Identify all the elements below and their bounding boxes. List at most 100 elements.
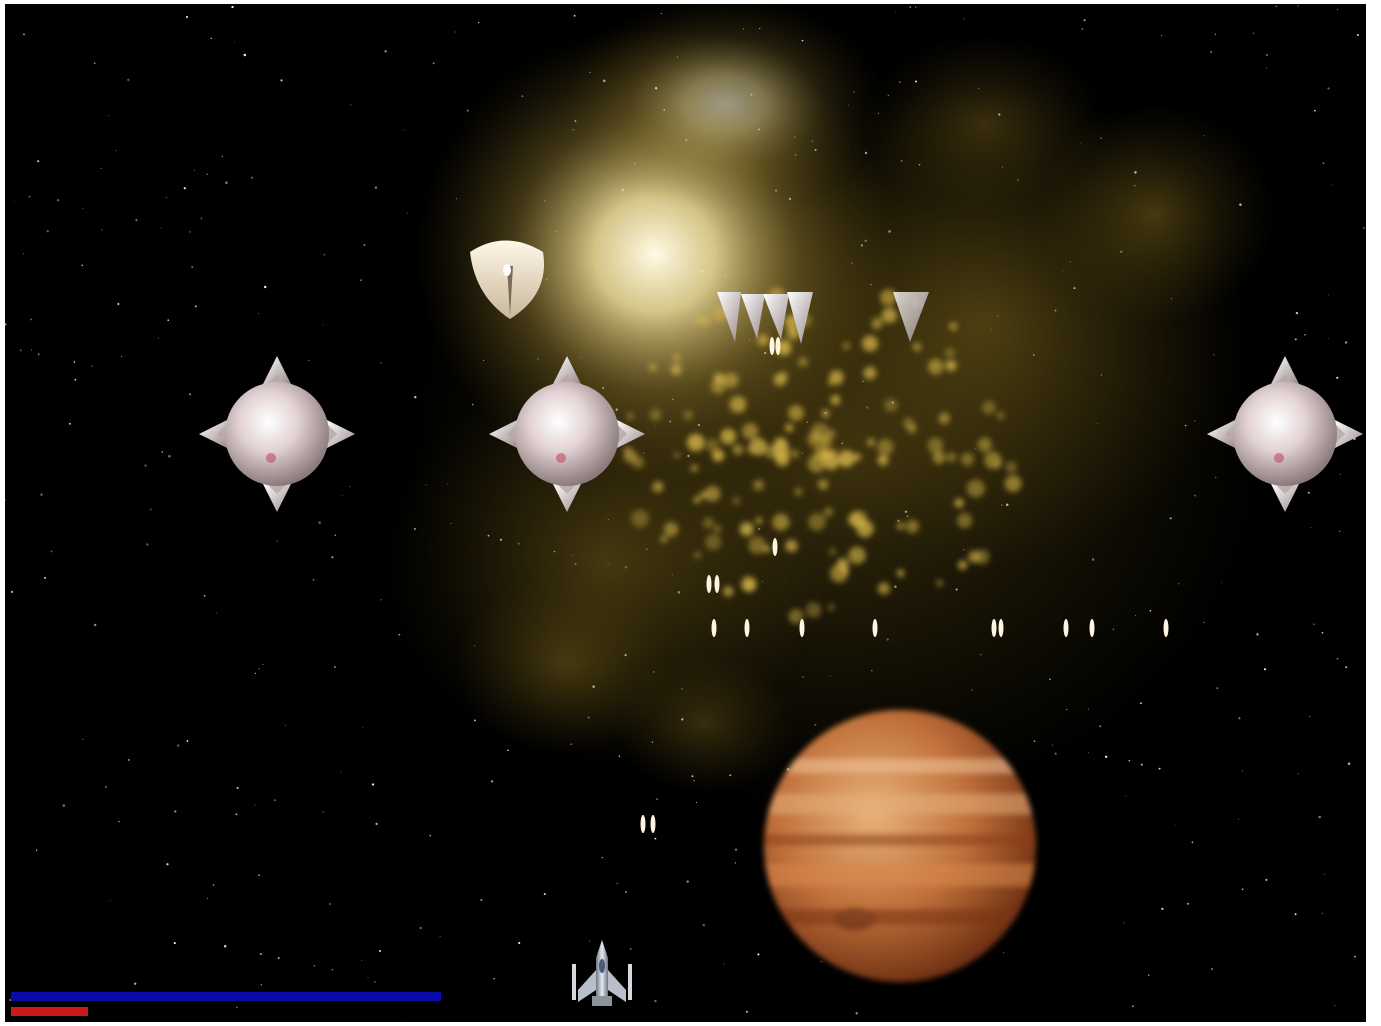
star: [820, 961, 822, 963]
star: [405, 1020, 407, 1022]
explosion-particle: [739, 522, 754, 537]
explosion-particle: [912, 342, 922, 352]
star: [1297, 5, 1299, 7]
star: [1327, 87, 1330, 90]
bullet: [1089, 619, 1095, 637]
star: [573, 14, 576, 17]
spike-cluster-enemy: [717, 292, 813, 344]
explosion-particle: [946, 452, 957, 463]
explosion-particle: [672, 353, 682, 363]
explosion-particle: [663, 522, 679, 537]
game-viewport[interactable]: [5, 4, 1366, 1022]
explosion-particle: [648, 363, 657, 372]
star: [342, 495, 343, 497]
star: [490, 780, 494, 783]
star: [312, 578, 315, 581]
star: [1307, 491, 1310, 494]
explosion-particle: [694, 551, 701, 559]
star: [127, 78, 130, 82]
star: [601, 856, 604, 859]
star: [231, 5, 234, 9]
explosion-particle: [652, 481, 664, 493]
star: [40, 493, 43, 496]
star: [1087, 752, 1089, 754]
explosion-particle: [863, 366, 877, 380]
star: [206, 173, 208, 176]
explosion-particle: [785, 539, 798, 553]
star: [1128, 759, 1131, 762]
explosion-particle: [877, 439, 894, 456]
star: [134, 982, 137, 985]
explosion-particle: [853, 453, 862, 461]
explosion-particle: [700, 315, 711, 326]
star: [100, 167, 102, 169]
bullet: [991, 619, 997, 637]
star: [1265, 67, 1267, 69]
star: [254, 672, 256, 675]
star: [262, 663, 264, 666]
star: [135, 218, 138, 222]
explosion-particle: [830, 395, 841, 406]
explosion-particle: [967, 550, 981, 563]
star: [1125, 795, 1127, 797]
star: [221, 155, 223, 158]
explosion-particle: [827, 603, 835, 611]
explosion-particle: [780, 371, 788, 380]
star: [1123, 922, 1125, 924]
star: [258, 668, 260, 670]
star: [1336, 657, 1339, 660]
star: [1297, 773, 1299, 775]
explosion-particle: [949, 322, 958, 331]
explosion-particle: [842, 342, 851, 350]
star: [173, 942, 176, 945]
star: [419, 927, 422, 929]
star: [328, 903, 331, 905]
star: [915, 6, 917, 8]
explosion-particle: [723, 372, 739, 388]
star: [1131, 1005, 1134, 1008]
star: [216, 612, 217, 614]
star: [284, 724, 286, 726]
star: [1174, 824, 1176, 826]
explosion-particle: [788, 405, 804, 421]
explosion-particle: [794, 487, 803, 496]
explosion-particle: [670, 364, 682, 375]
star: [94, 62, 96, 64]
explosion-particle: [729, 396, 747, 413]
star: [367, 977, 369, 979]
star: [855, 1012, 858, 1015]
explosion-particle: [829, 548, 837, 555]
star: [157, 337, 159, 339]
star: [1324, 873, 1325, 875]
bullet: [775, 337, 781, 355]
gas-giant-planet: [764, 710, 1036, 982]
star: [379, 950, 381, 952]
star: [1354, 955, 1356, 958]
star: [1314, 109, 1316, 112]
explosion-particle: [732, 444, 744, 455]
spiked-orb-enemy: [1207, 356, 1363, 512]
star: [1238, 717, 1241, 720]
star: [1338, 530, 1341, 533]
star: [909, 6, 912, 8]
explosion-particle: [702, 517, 714, 529]
explosion-particle: [966, 479, 985, 498]
star: [322, 324, 324, 326]
star: [380, 362, 382, 364]
star: [1083, 19, 1086, 22]
star: [74, 378, 77, 381]
star: [454, 31, 456, 33]
star: [1344, 341, 1348, 344]
player-ship[interactable]: [572, 940, 632, 1006]
explosion-particle: [945, 360, 957, 371]
star: [146, 543, 149, 546]
explosion-particle: [996, 411, 1005, 420]
star: [127, 758, 130, 762]
star: [1321, 631, 1324, 634]
explosion-particle: [772, 441, 790, 460]
star: [1265, 53, 1268, 56]
explosion-particle: [623, 449, 637, 463]
game-scene[interactable]: [5, 4, 1366, 1022]
star: [323, 254, 326, 256]
star: [250, 176, 254, 179]
